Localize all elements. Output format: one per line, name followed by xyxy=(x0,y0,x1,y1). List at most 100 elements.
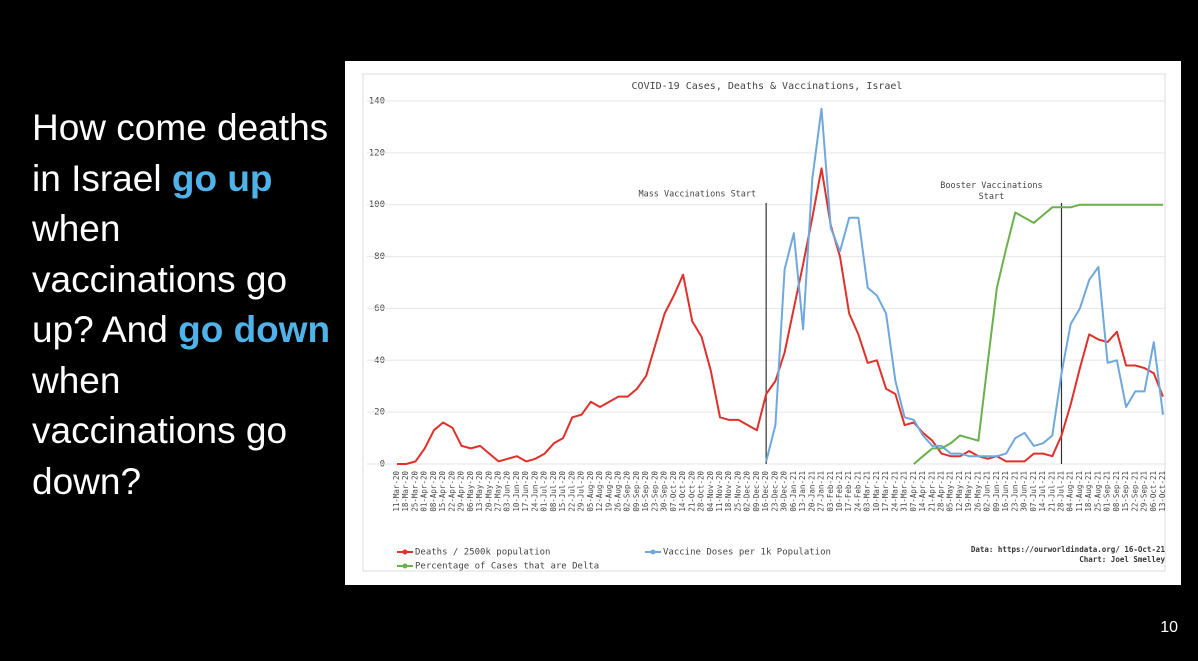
plot-frame xyxy=(362,73,1166,572)
x-tick-label: 02-Sep-20 xyxy=(623,471,632,512)
annotation-line-text: Booster Vaccinations xyxy=(940,181,1042,191)
x-tick-label: 10-Jun-20 xyxy=(512,471,521,512)
x-tick-label: 16-Jun-21 xyxy=(1001,471,1010,512)
x-tick-label: 06-Oct-21 xyxy=(1149,471,1158,512)
x-tick-label: 06-Jan-21 xyxy=(789,471,798,512)
x-tick-label: 08-Jul-20 xyxy=(549,471,558,512)
x-tick-label: 13-May-20 xyxy=(475,471,484,512)
y-tick-label: 60 xyxy=(374,304,385,314)
x-tick-label: 07-Oct-20 xyxy=(669,471,678,512)
x-tick-label: 24-Mar-21 xyxy=(890,471,899,512)
x-tick-label: 07-Apr-21 xyxy=(909,471,918,512)
x-tick-label: 16-Dec-20 xyxy=(761,471,770,512)
x-tick-label: 10-Feb-21 xyxy=(835,471,844,512)
legend-marker xyxy=(650,549,656,555)
x-tick-label: 09-Jun-21 xyxy=(992,471,1001,512)
headline-highlight: go down xyxy=(178,309,331,350)
x-tick-label: 07-Jul-21 xyxy=(1029,471,1038,512)
chart-background xyxy=(345,61,1181,585)
x-tick-label: 28-Apr-21 xyxy=(937,471,946,512)
x-tick-label: 21-Jul-21 xyxy=(1047,471,1056,512)
x-tick-label: 23-Sep-20 xyxy=(650,471,659,512)
x-tick-label: 25-Nov-20 xyxy=(733,471,742,512)
legend-marker xyxy=(402,549,408,555)
x-tick-label: 19-Aug-20 xyxy=(604,471,613,512)
x-tick-label: 21-Apr-21 xyxy=(927,471,936,512)
x-tick-label: 11-Mar-20 xyxy=(392,471,401,512)
x-tick-label: 21-Oct-20 xyxy=(687,471,696,512)
x-tick-label: 26-May-21 xyxy=(973,471,982,512)
x-tick-label: 15-Jul-20 xyxy=(558,471,567,512)
x-tick-label: 04-Nov-20 xyxy=(706,471,715,512)
x-tick-label: 08-Apr-20 xyxy=(429,471,438,512)
x-tick-label: 17-Mar-21 xyxy=(881,471,890,512)
x-tick-label: 01-Sep-21 xyxy=(1103,471,1112,512)
x-tick-label: 28-Jul-21 xyxy=(1056,471,1065,512)
annotation-line-text: Start xyxy=(979,192,1005,202)
x-tick-label: 25-Mar-20 xyxy=(410,471,419,512)
headline: How come deaths in Israel go up when vac… xyxy=(32,103,332,507)
x-tick-label: 27-Jan-21 xyxy=(817,471,826,512)
x-tick-label: 18-Nov-20 xyxy=(724,471,733,512)
y-tick-label: 120 xyxy=(369,148,385,158)
headline-text: How come deaths in Israel xyxy=(32,107,329,199)
x-tick-label: 13-Jan-21 xyxy=(798,471,807,512)
x-tick-label: 29-Apr-20 xyxy=(457,471,466,512)
x-tick-label: 18-Aug-21 xyxy=(1084,471,1093,512)
legend-label: Vaccine Doses per 1k Population xyxy=(663,548,831,558)
x-tick-label: 12-May-21 xyxy=(955,471,964,512)
x-tick-label: 04-Aug-21 xyxy=(1066,471,1075,512)
x-tick-label: 12-Aug-20 xyxy=(595,471,604,512)
legend-label: Deaths / 2500k population xyxy=(415,548,550,558)
x-tick-label: 11-Nov-20 xyxy=(715,471,724,512)
x-tick-label: 30-Jun-21 xyxy=(1020,471,1029,512)
x-tick-label: 01-Apr-20 xyxy=(420,471,429,512)
x-tick-label: 10-Mar-21 xyxy=(872,471,881,512)
x-tick-label: 15-Apr-20 xyxy=(438,471,447,512)
x-tick-label: 22-Apr-20 xyxy=(447,471,456,512)
x-tick-label: 31-Mar-21 xyxy=(900,471,909,512)
x-tick-label: 20-Jan-21 xyxy=(807,471,816,512)
x-tick-label: 27-May-20 xyxy=(494,471,503,512)
headline-text: when vaccinations go up? And xyxy=(32,208,288,350)
x-tick-label: 16-Sep-20 xyxy=(641,471,650,512)
x-tick-label: 30-Sep-20 xyxy=(660,471,669,512)
annotation-text: Booster Vaccinations Start xyxy=(940,181,1042,202)
x-tick-label: 02-Jun-21 xyxy=(983,471,992,512)
x-tick-label: 18-Mar-20 xyxy=(401,471,410,512)
x-tick-label: 24-Jun-20 xyxy=(530,471,539,512)
x-tick-label: 17-Feb-21 xyxy=(844,471,853,512)
source-note: Data: https://ourworldindata.org/ 16-Oct… xyxy=(971,545,1166,554)
x-tick-label: 06-May-20 xyxy=(466,471,475,512)
x-tick-label: 29-Jul-20 xyxy=(577,471,586,512)
x-tick-label: 01-Jul-20 xyxy=(540,471,549,512)
x-tick-label: 28-Oct-20 xyxy=(697,471,706,512)
x-tick-label: 20-May-20 xyxy=(484,471,493,512)
x-tick-label: 11-Aug-21 xyxy=(1075,471,1084,512)
x-tick-label: 14-Oct-20 xyxy=(678,471,687,512)
x-tick-label: 05-Aug-20 xyxy=(586,471,595,512)
series-line xyxy=(397,167,1164,465)
x-tick-label: 23-Jun-21 xyxy=(1010,471,1019,512)
x-tick-label: 25-Aug-21 xyxy=(1093,471,1102,512)
page-number: 10 xyxy=(1160,619,1178,636)
chart: COVID-19 Cases, Deaths & Vaccinations, I… xyxy=(345,61,1181,585)
x-tick-label: 14-Apr-21 xyxy=(918,471,927,512)
x-tick-label: 24-Feb-21 xyxy=(853,471,862,512)
x-tick-label: 15-Sep-21 xyxy=(1121,471,1130,512)
legend-marker xyxy=(402,563,408,569)
x-tick-label: 08-Sep-21 xyxy=(1112,471,1121,512)
x-tick-label: 22-Sep-21 xyxy=(1130,471,1139,512)
chart-title: COVID-19 Cases, Deaths & Vaccinations, I… xyxy=(632,81,903,92)
x-tick-label: 17-Jun-20 xyxy=(521,471,530,512)
x-tick-label: 03-Mar-21 xyxy=(863,471,872,512)
x-tick-label: 14-Jul-21 xyxy=(1038,471,1047,512)
x-tick-label: 22-Jul-20 xyxy=(567,471,576,512)
x-tick-label: 19-May-21 xyxy=(964,471,973,512)
headline-highlight: go up xyxy=(171,157,273,199)
x-tick-label: 30-Dec-20 xyxy=(780,471,789,512)
x-tick-label: 02-Dec-20 xyxy=(743,471,752,512)
source-note: Chart: Joel Smelley xyxy=(1079,555,1165,564)
x-tick-label: 13-Oct-21 xyxy=(1158,471,1167,512)
